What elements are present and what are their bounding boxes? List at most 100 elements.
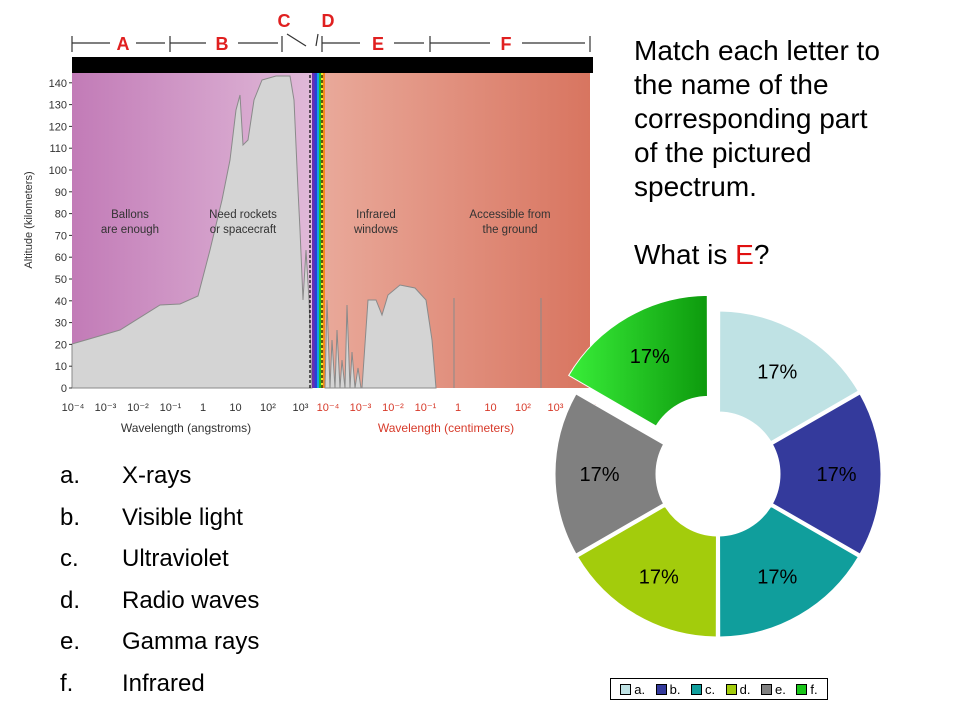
band-letter-c: C	[278, 11, 291, 31]
y-tick-label: 20	[55, 339, 67, 351]
legend-swatch	[796, 683, 808, 695]
x-tick-label-angstrom: 10⁻²	[127, 402, 149, 414]
donut-slice-label: 17%	[630, 346, 670, 368]
visible-band	[312, 70, 325, 388]
y-tick-label: 50	[55, 274, 67, 286]
x-tick-label-cm: 10⁻²	[382, 402, 404, 414]
x-tick-label-angstrom: 10	[229, 402, 241, 414]
x-axis-label-cm: Wavelength (centimeters)	[378, 421, 514, 435]
option-text: Infrared	[122, 669, 205, 697]
x-axis-ticks: 10⁻⁴ 10⁻³ 10⁻² 10⁻¹ 1 10 10² 10³ 10⁻⁴ 10⁻³ 10⁻² 10⁻…	[62, 402, 597, 414]
donut-slice-label: 17%	[639, 567, 679, 589]
svg-text:Need rockets: Need rockets	[209, 209, 277, 221]
y-tick-label: 130	[49, 100, 67, 112]
donut-slice-label: 17%	[816, 464, 856, 486]
option-b[interactable]: b. Visible light	[60, 497, 259, 539]
option-text: Gamma rays	[122, 628, 260, 656]
question-line: spectrum.	[634, 171, 757, 202]
legend-item: a.	[620, 682, 645, 697]
option-text: Radio waves	[122, 586, 260, 614]
y-axis-label: Altitude (kilometers)	[23, 171, 35, 268]
y-tick-label: 0	[61, 383, 67, 395]
y-tick-label: 30	[55, 318, 67, 330]
ask-prefix: What is	[634, 239, 736, 270]
infrared-window-hump	[361, 284, 437, 389]
svg-text:windows: windows	[353, 224, 398, 236]
question-text: Match each letter to the name of the cor…	[634, 34, 954, 272]
x-tick-label-cm: 10²	[515, 402, 531, 414]
option-letter: d.	[60, 586, 81, 614]
band-letter-b: B	[216, 34, 229, 54]
legend-label: a.	[634, 681, 646, 697]
y-axis-ticks: 0 10 20 30 40 50 60 70 80 90 100 110 120 130 140	[49, 78, 72, 395]
ask-suffix: ?	[753, 239, 770, 270]
x-tick-label-angstrom: 10⁻⁴	[62, 402, 85, 414]
legend-label: f.	[810, 681, 818, 697]
x-tick-label-angstrom: 10³	[293, 402, 309, 414]
legend-label: c.	[705, 681, 716, 697]
question-line: corresponding part	[634, 103, 868, 134]
legend-item: f.	[796, 681, 818, 697]
option-text: X-rays	[122, 462, 192, 489]
x-tick-label-angstrom: 10²	[260, 402, 276, 414]
legend-item: c.	[691, 682, 715, 697]
y-tick-label: 70	[55, 230, 67, 242]
legend-swatch	[725, 683, 737, 695]
band-letter-d: D	[322, 11, 335, 31]
legend-label: e.	[775, 681, 786, 697]
x-tick-label-cm: 1	[455, 402, 461, 414]
x-tick-label-cm: 10⁻¹	[415, 402, 437, 414]
x-tick-label-cm: 10	[484, 402, 496, 414]
legend-label: b.	[669, 681, 681, 697]
x-tick-label-cm: 10³	[548, 402, 564, 414]
chart-legend: a. b. c. d. e. f.	[610, 678, 828, 700]
region-label: Ballons are enough Need rockets or space…	[101, 209, 551, 236]
legend-swatch	[691, 683, 703, 695]
option-e[interactable]: e. Gamma rays	[60, 621, 259, 663]
donut-slice-label: 17%	[757, 567, 797, 589]
y-tick-label: 100	[49, 165, 67, 177]
y-tick-label: 60	[55, 252, 67, 264]
option-c[interactable]: c. Ultraviolet	[60, 538, 259, 580]
legend-swatch	[620, 683, 632, 695]
y-tick-label: 90	[55, 187, 67, 199]
svg-text:are enough: are enough	[101, 224, 159, 236]
donut-slice-d	[577, 505, 717, 638]
option-a[interactable]: a. X-rays	[60, 455, 259, 497]
legend-item: e.	[761, 682, 786, 697]
opacity-curve-short	[71, 75, 313, 389]
legend-label: d.	[739, 681, 751, 697]
donut-slice-e	[554, 393, 665, 555]
y-tick-label: 10	[55, 361, 67, 373]
ask-letter: E	[735, 239, 754, 270]
y-tick-label: 40	[55, 296, 67, 308]
x-axis-label-angstrom: Wavelength (angstroms)	[121, 421, 251, 435]
svg-text:or spacecraft: or spacecraft	[210, 224, 277, 236]
response-donut-chart: 17% 17% 17% 17% 17% 17%	[554, 294, 882, 638]
option-letter: f.	[60, 669, 74, 697]
option-letter: b.	[60, 503, 81, 531]
band-letter-e: E	[372, 34, 384, 54]
option-text: Ultraviolet	[122, 545, 229, 573]
svg-text:Accessible from: Accessible from	[469, 209, 550, 221]
donut-slice-c	[719, 505, 859, 638]
donut-slice-b	[771, 393, 882, 555]
option-d[interactable]: d. Radio waves	[60, 580, 259, 622]
spectrum-chart: Ballons are enough Need rockets or space…	[23, 11, 597, 435]
top-black-bar	[72, 57, 593, 73]
option-letter: e.	[60, 628, 81, 656]
legend-swatch	[761, 683, 773, 695]
svg-text:Infrared: Infrared	[356, 209, 396, 221]
x-tick-label-cm: 10⁻³	[350, 402, 372, 414]
band-letters: A B C D E F	[117, 11, 512, 54]
x-tick-label-angstrom: 10⁻¹	[160, 402, 182, 414]
svg-text:Ballons: Ballons	[111, 209, 149, 221]
y-tick-label: 120	[49, 121, 67, 133]
donut-slice-label: 17%	[757, 361, 797, 383]
answer-options: a. X-rays b. Visible light c. Ultraviolet d…	[60, 455, 259, 705]
donut-slice-label: 17%	[579, 464, 619, 486]
x-tick-label-angstrom: 10⁻³	[95, 402, 117, 414]
option-f[interactable]: f. Infrared	[60, 663, 259, 705]
legend-swatch	[655, 683, 667, 695]
legend-item: d.	[725, 681, 751, 697]
